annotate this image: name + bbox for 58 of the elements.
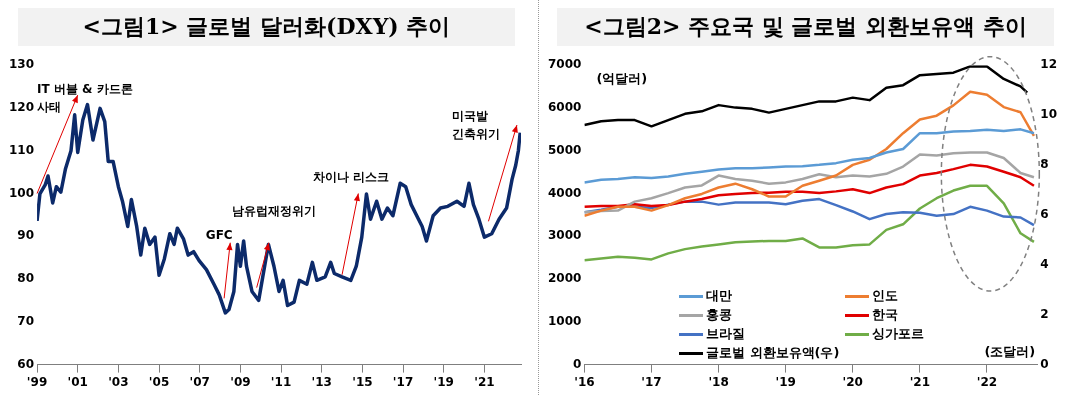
y-tick-label: 4000	[547, 185, 582, 200]
y-tick-label: 70	[17, 313, 35, 328]
x-tick-label: '09	[230, 374, 251, 389]
x-tick-label: '11	[270, 374, 292, 389]
x-tick-label: '19	[775, 374, 796, 389]
legend-label: 인도	[872, 287, 898, 305]
annotation: GFC	[205, 228, 233, 243]
y2-tick-label: 0	[1040, 356, 1049, 371]
y-tick-label: 2000	[547, 271, 582, 286]
y-tick-label: 1000	[547, 313, 582, 328]
x-tick-label: '21	[909, 374, 931, 389]
x-tick-label: '16	[574, 374, 595, 389]
x-tick-label: '05	[148, 374, 170, 389]
x-tick-label: '17	[392, 374, 414, 389]
y-tick-label: 130	[8, 57, 35, 72]
x-tick-label: '21	[474, 374, 495, 389]
y-axis-title: (억달러)	[596, 70, 648, 86]
y-tick-label: 0	[573, 356, 582, 371]
x-tick-label: '20	[842, 374, 863, 389]
annotation: IT 버블 & 카드론 사태	[37, 81, 133, 114]
y2-axis-title: (조달러)	[984, 343, 1036, 359]
chart-title: <그림1> 글로벌 달러화(DXY) 추이	[18, 8, 515, 46]
x-tick-label: '22	[976, 374, 998, 389]
legend-label: 싱가포르	[872, 325, 924, 343]
y2-tick-label: 4	[1040, 256, 1049, 271]
legend-label: 글로벌 외환보유액(우)	[706, 344, 840, 362]
y2-tick-label: 6	[1040, 207, 1049, 222]
x-tick-label: '19	[433, 374, 454, 389]
y-tick-label: 3000	[547, 228, 582, 243]
y-tick-label: 90	[17, 228, 35, 243]
annotation: 차이나 리스크	[312, 169, 389, 184]
y2-tick-label: 12	[1040, 57, 1057, 72]
legend-label: 홍콩	[706, 306, 732, 324]
y2-tick-label: 8	[1040, 157, 1049, 172]
y-tick-label: 60	[17, 356, 35, 371]
legend-label: 한국	[872, 306, 898, 324]
x-tick-label: '99	[26, 374, 48, 389]
y-tick-label: 7000	[547, 57, 582, 72]
annotation: 남유럽재정위기	[232, 204, 317, 219]
x-tick-label: '15	[352, 374, 373, 389]
y-tick-label: 110	[8, 142, 35, 157]
x-tick-label: '07	[189, 374, 210, 389]
x-tick-label: '18	[708, 374, 729, 389]
y-tick-label: 80	[17, 271, 35, 286]
x-tick-label: '17	[641, 374, 662, 389]
x-tick-label: '01	[67, 374, 88, 389]
y-tick-label: 5000	[547, 142, 582, 157]
x-tick-label: '03	[108, 374, 129, 389]
y2-tick-label: 10	[1040, 107, 1057, 122]
y-tick-label: 6000	[547, 100, 582, 115]
y2-tick-label: 2	[1040, 306, 1049, 321]
legend-label: 대만	[706, 287, 732, 305]
annotation: 미국발 긴축위기	[451, 109, 500, 142]
legend-label: 브라질	[706, 325, 745, 343]
y-tick-label: 100	[8, 185, 35, 200]
chart-title: <그림2> 주요국 및 글로벌 외환보유액 추이	[557, 8, 1054, 46]
x-tick-label: '13	[311, 374, 332, 389]
y-tick-label: 120	[8, 100, 35, 115]
